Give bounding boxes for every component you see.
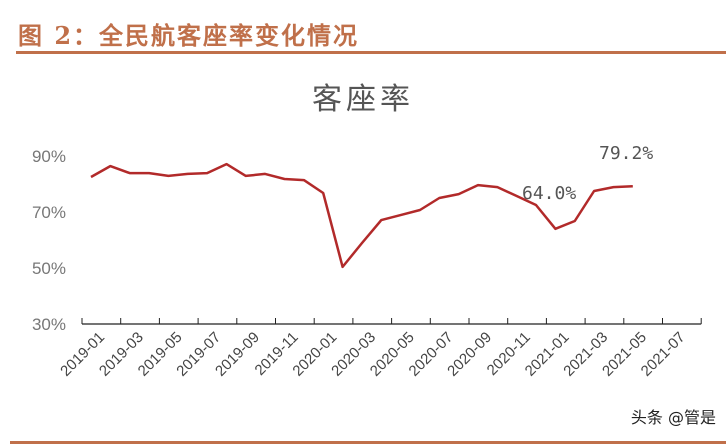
title-divider — [16, 51, 726, 54]
watermark: 头条 @管是 — [630, 408, 716, 427]
y-tick-label: 50% — [32, 259, 66, 278]
y-axis: 30% 50% 70% 90% — [32, 147, 66, 334]
y-tick-label: 70% — [32, 203, 66, 222]
y-tick-label: 90% — [32, 147, 66, 166]
chart-title: 客座率 — [312, 82, 414, 117]
bottom-divider — [10, 441, 726, 444]
series-line — [90, 162, 633, 269]
annotations: 64.0% 79.2% — [522, 143, 653, 204]
figure-title: 图 2：全民航客座率变化情况 — [18, 21, 360, 50]
data-label: 79.2% — [599, 143, 653, 164]
x-axis: 2019-012019-032019-052019-072019-092019-… — [57, 318, 702, 380]
data-label: 64.0% — [522, 183, 576, 204]
y-tick-label: 30% — [32, 315, 66, 334]
